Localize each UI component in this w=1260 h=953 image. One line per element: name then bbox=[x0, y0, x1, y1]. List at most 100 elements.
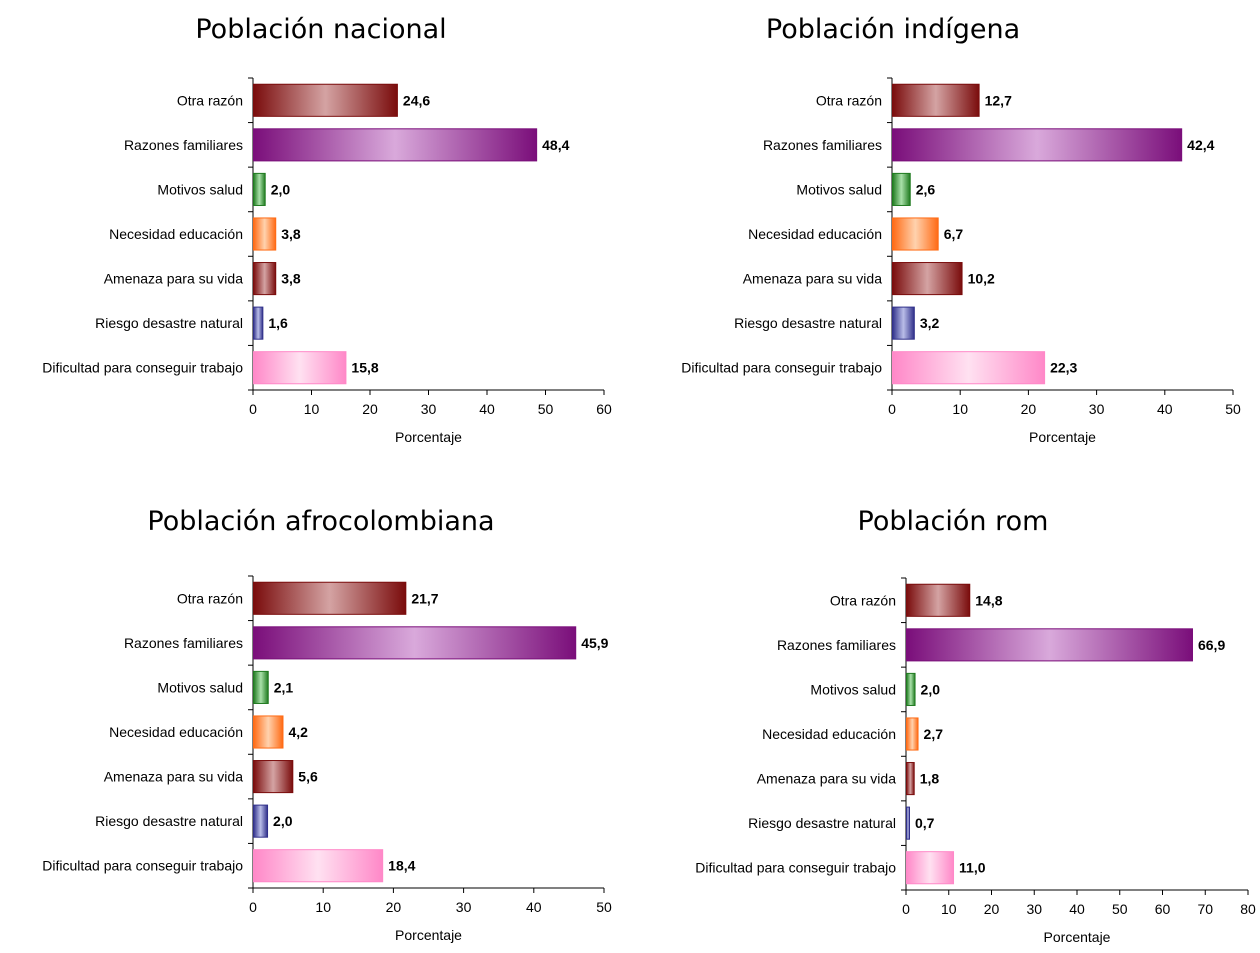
category-label: Amenaza para su vida bbox=[757, 771, 897, 787]
category-label: Dificultad para conseguir trabajo bbox=[42, 858, 243, 874]
category-label: Razones familiares bbox=[777, 637, 896, 653]
x-tick-label: 80 bbox=[1240, 901, 1256, 917]
bar bbox=[892, 262, 963, 296]
value-label: 5,6 bbox=[298, 769, 318, 785]
bar bbox=[253, 217, 277, 251]
bar bbox=[892, 128, 1183, 162]
value-label: 1,6 bbox=[268, 315, 288, 331]
value-label: 45,9 bbox=[581, 635, 608, 651]
bar bbox=[253, 626, 577, 660]
x-tick-label: 20 bbox=[984, 901, 1000, 917]
x-tick-label: 30 bbox=[421, 401, 437, 417]
bar bbox=[906, 717, 919, 751]
bar bbox=[906, 583, 971, 617]
value-label: 2,6 bbox=[916, 181, 936, 197]
value-label: 1,8 bbox=[920, 771, 940, 787]
x-tick-label: 40 bbox=[479, 401, 495, 417]
bar bbox=[892, 217, 939, 251]
x-tick-label: 50 bbox=[1225, 401, 1241, 417]
category-label: Dificultad para conseguir trabajo bbox=[695, 860, 896, 876]
value-label: 2,0 bbox=[271, 181, 291, 197]
x-axis-label: Porcentaje bbox=[1044, 929, 1111, 945]
bar bbox=[892, 306, 915, 340]
bar bbox=[253, 262, 277, 296]
bar bbox=[253, 849, 384, 883]
category-label: Motivos salud bbox=[796, 181, 882, 197]
category-label: Dificultad para conseguir trabajo bbox=[681, 360, 882, 376]
x-axis-label: Porcentaje bbox=[395, 927, 462, 943]
value-label: 2,0 bbox=[921, 681, 941, 697]
bar bbox=[253, 128, 538, 162]
x-tick-label: 20 bbox=[362, 401, 378, 417]
value-label: 0,7 bbox=[915, 815, 935, 831]
value-label: 66,9 bbox=[1198, 637, 1225, 653]
bar bbox=[892, 351, 1046, 385]
x-tick-label: 10 bbox=[952, 401, 968, 417]
category-label: Razones familiares bbox=[124, 137, 243, 153]
x-tick-label: 40 bbox=[1069, 901, 1085, 917]
bar bbox=[892, 83, 980, 117]
value-label: 3,8 bbox=[281, 226, 301, 242]
bar bbox=[906, 762, 915, 796]
chart-title: Población indígena bbox=[766, 14, 1020, 45]
x-tick-label: 40 bbox=[526, 899, 542, 915]
value-label: 10,2 bbox=[968, 271, 995, 287]
chart-panel-rom: Población rom 0 10 20 30 40 50 60 70 80 Porcentaje… bbox=[695, 506, 1256, 945]
value-label: 12,7 bbox=[985, 92, 1012, 108]
chart-panel-afrocolombiana: Población afrocolombiana 0 10 20 30 40 50 Porce… bbox=[42, 506, 612, 943]
x-tick-label: 0 bbox=[249, 401, 257, 417]
value-label: 3,2 bbox=[920, 315, 940, 331]
x-tick-label: 10 bbox=[941, 901, 957, 917]
category-label: Necesidad educación bbox=[762, 726, 896, 742]
bar bbox=[906, 806, 910, 840]
x-tick-label: 60 bbox=[596, 401, 612, 417]
bar bbox=[906, 628, 1193, 662]
bar bbox=[253, 351, 347, 385]
category-label: Amenaza para su vida bbox=[104, 769, 244, 785]
chart-title: Población rom bbox=[858, 506, 1049, 537]
bar bbox=[253, 670, 269, 704]
value-label: 22,3 bbox=[1050, 360, 1077, 376]
value-label: 48,4 bbox=[542, 137, 569, 153]
category-label: Necesidad educación bbox=[748, 226, 882, 242]
bar bbox=[253, 581, 407, 615]
category-label: Otra razón bbox=[830, 592, 896, 608]
chart-panel-indigena: Población indígena 0 10 20 30 40 50 Porcentaje O… bbox=[681, 14, 1241, 445]
value-label: 14,8 bbox=[975, 592, 1002, 608]
x-tick-label: 0 bbox=[249, 899, 257, 915]
category-label: Riesgo desastre natural bbox=[95, 315, 243, 331]
value-label: 4,2 bbox=[288, 724, 308, 740]
bar bbox=[253, 760, 294, 794]
bar bbox=[253, 715, 284, 749]
category-label: Otra razón bbox=[177, 590, 243, 606]
chart-title: Población afrocolombiana bbox=[147, 506, 494, 537]
x-tick-label: 50 bbox=[538, 401, 554, 417]
category-label: Necesidad educación bbox=[109, 226, 243, 242]
value-label: 11,0 bbox=[959, 860, 986, 876]
x-axis-label: Porcentaje bbox=[1029, 429, 1096, 445]
value-label: 6,7 bbox=[944, 226, 964, 242]
x-tick-label: 60 bbox=[1155, 901, 1171, 917]
bar bbox=[906, 851, 955, 885]
x-tick-label: 10 bbox=[304, 401, 320, 417]
category-label: Razones familiares bbox=[124, 635, 243, 651]
x-tick-label: 0 bbox=[902, 901, 910, 917]
x-tick-label: 50 bbox=[1112, 901, 1128, 917]
x-tick-label: 30 bbox=[1089, 401, 1105, 417]
x-tick-label: 0 bbox=[888, 401, 896, 417]
category-label: Amenaza para su vida bbox=[743, 271, 883, 287]
category-label: Otra razón bbox=[177, 92, 243, 108]
bar bbox=[253, 306, 264, 340]
category-label: Necesidad educación bbox=[109, 724, 243, 740]
value-label: 42,4 bbox=[1187, 137, 1214, 153]
value-label: 3,8 bbox=[281, 271, 301, 287]
bar bbox=[253, 83, 398, 117]
x-tick-label: 30 bbox=[1026, 901, 1042, 917]
value-label: 2,0 bbox=[273, 813, 293, 829]
x-axis-label: Porcentaje bbox=[395, 429, 462, 445]
category-label: Motivos salud bbox=[810, 681, 896, 697]
bar bbox=[906, 672, 916, 706]
value-label: 2,1 bbox=[274, 679, 294, 695]
value-label: 24,6 bbox=[403, 92, 430, 108]
